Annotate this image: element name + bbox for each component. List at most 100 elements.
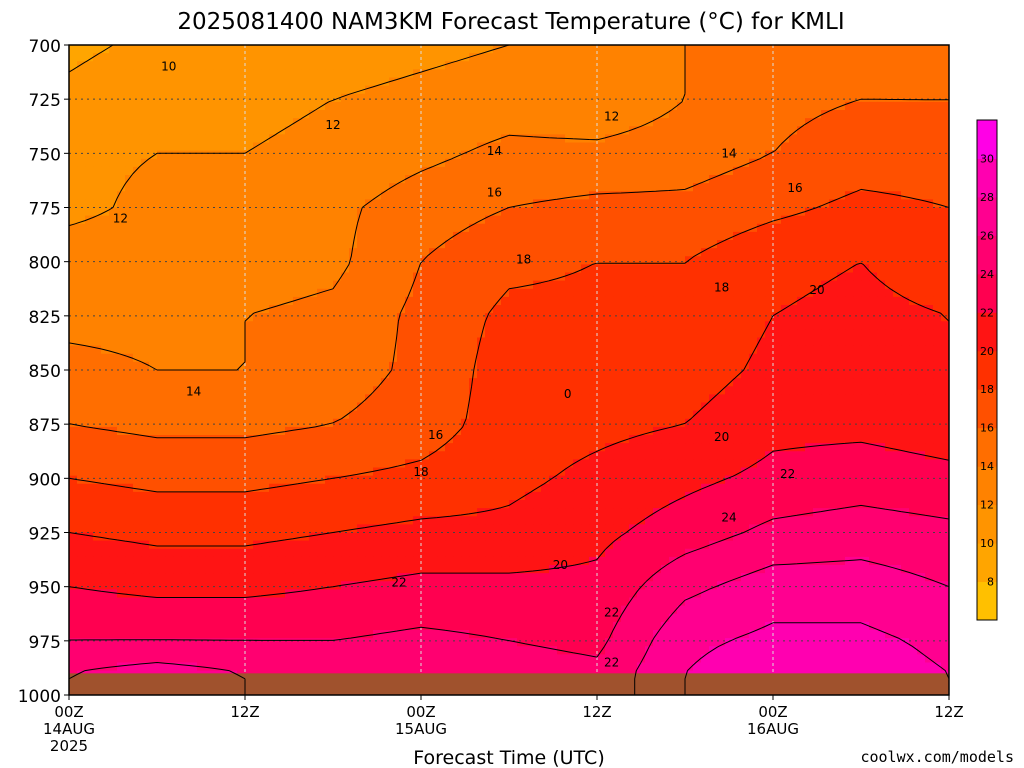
temperature-cell bbox=[205, 378, 214, 387]
temperature-cell bbox=[565, 175, 574, 184]
temperature-cell bbox=[77, 199, 86, 209]
temperature-cell bbox=[797, 361, 806, 371]
temperature-cell bbox=[213, 101, 222, 111]
temperature-cell bbox=[469, 353, 478, 363]
temperature-cell bbox=[93, 370, 102, 379]
temperature-cell bbox=[205, 134, 214, 144]
temperature-cell bbox=[485, 158, 494, 168]
temperature-cell bbox=[789, 150, 798, 160]
temperature-cell bbox=[269, 61, 278, 70]
temperature-cell bbox=[589, 134, 598, 144]
temperature-cell bbox=[893, 345, 902, 355]
temperature-cell bbox=[85, 191, 94, 200]
temperature-cell bbox=[469, 118, 478, 127]
temperature-cell bbox=[421, 402, 430, 412]
temperature-cell bbox=[413, 118, 422, 127]
temperature-cell bbox=[197, 378, 206, 387]
temperature-cell bbox=[469, 321, 478, 330]
temperature-cell bbox=[917, 386, 926, 395]
temperature-cell bbox=[661, 77, 670, 87]
temperature-cell bbox=[117, 240, 126, 249]
temperature-cell bbox=[301, 53, 310, 62]
temperature-cell bbox=[821, 337, 830, 347]
temperature-cell bbox=[349, 223, 358, 233]
temperature-cell bbox=[165, 288, 174, 298]
temperature-cell bbox=[429, 313, 438, 322]
temperature-cell bbox=[685, 118, 694, 127]
temperature-cell bbox=[245, 199, 254, 209]
temperature-cell bbox=[725, 175, 734, 184]
temperature-cell bbox=[173, 166, 182, 176]
temperature-cell bbox=[317, 61, 326, 70]
temperature-cell bbox=[845, 256, 854, 265]
temperature-cell bbox=[829, 166, 838, 176]
temperature-cell bbox=[717, 45, 726, 54]
temperature-cell bbox=[829, 61, 838, 70]
temperature-cell bbox=[741, 321, 750, 330]
temperature-cell bbox=[597, 61, 606, 70]
temperature-cell bbox=[389, 93, 398, 103]
temperature-cell bbox=[357, 337, 366, 347]
temperature-cell bbox=[205, 394, 214, 404]
temperature-cell bbox=[77, 394, 86, 404]
temperature-cell bbox=[469, 345, 478, 355]
temperature-cell bbox=[405, 329, 414, 339]
temperature-cell bbox=[637, 296, 646, 306]
temperature-cell bbox=[101, 134, 110, 144]
temperature-cell bbox=[837, 240, 846, 249]
temperature-cell bbox=[685, 231, 694, 241]
temperature-cell bbox=[357, 118, 366, 127]
temperature-cell bbox=[333, 158, 342, 168]
temperature-cell bbox=[709, 175, 718, 184]
temperature-cell bbox=[109, 191, 118, 200]
temperature-cell bbox=[245, 85, 254, 95]
temperature-cell bbox=[493, 191, 502, 200]
temperature-cell bbox=[877, 61, 886, 70]
temperature-cell bbox=[781, 272, 790, 282]
temperature-cell bbox=[493, 321, 502, 330]
temperature-cell bbox=[773, 256, 782, 265]
temperature-cell bbox=[325, 101, 334, 111]
temperature-cell bbox=[741, 248, 750, 257]
temperature-cell bbox=[253, 61, 262, 70]
temperature-cell bbox=[341, 85, 350, 95]
temperature-cell bbox=[349, 410, 358, 420]
temperature-cell bbox=[885, 53, 894, 62]
temperature-cell bbox=[85, 402, 94, 412]
temperature-cell bbox=[229, 256, 238, 265]
temperature-cell bbox=[213, 191, 222, 200]
temperature-cell bbox=[661, 191, 670, 200]
temperature-cell bbox=[645, 183, 654, 192]
temperature-cell bbox=[629, 378, 638, 387]
temperature-cell bbox=[797, 126, 806, 135]
temperature-cell bbox=[717, 199, 726, 209]
temperature-cell bbox=[77, 378, 86, 387]
temperature-cell bbox=[589, 53, 598, 62]
temperature-cell bbox=[405, 61, 414, 70]
temperature-cell bbox=[733, 313, 742, 322]
temperature-cell bbox=[173, 248, 182, 257]
temperature-cell bbox=[389, 394, 398, 404]
temperature-cell bbox=[917, 93, 926, 103]
temperature-cell bbox=[261, 215, 270, 225]
temperature-cell bbox=[837, 321, 846, 330]
temperature-cell bbox=[245, 231, 254, 241]
temperature-cell bbox=[581, 402, 590, 412]
temperature-cell bbox=[549, 264, 558, 274]
temperature-cell bbox=[861, 85, 870, 95]
temperature-cell bbox=[909, 85, 918, 95]
temperature-cell bbox=[877, 77, 886, 87]
temperature-cell bbox=[213, 353, 222, 363]
temperature-cell bbox=[725, 101, 734, 111]
temperature-cell bbox=[381, 85, 390, 95]
temperature-cell bbox=[709, 329, 718, 339]
temperature-cell bbox=[533, 61, 542, 70]
temperature-cell bbox=[725, 158, 734, 168]
temperature-cell bbox=[141, 280, 150, 290]
temperature-cell bbox=[805, 386, 814, 395]
temperature-cell bbox=[333, 166, 342, 176]
temperature-cell bbox=[493, 110, 502, 119]
temperature-cell bbox=[253, 402, 262, 412]
temperature-cell bbox=[477, 150, 486, 160]
temperature-cell bbox=[733, 110, 742, 119]
